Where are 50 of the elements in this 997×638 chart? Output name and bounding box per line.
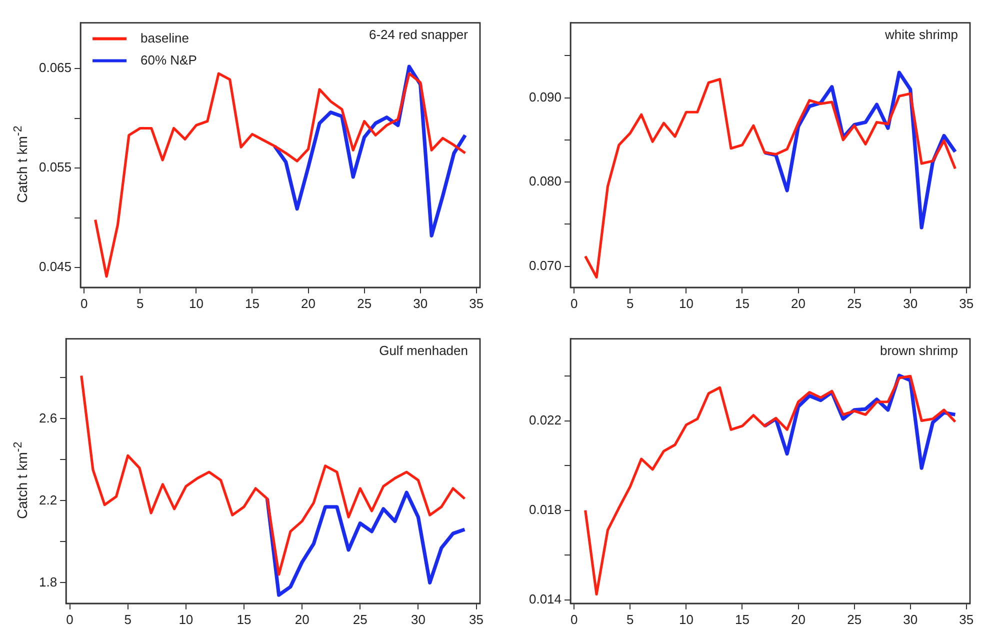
x-tick-label: 0 <box>80 295 88 310</box>
y-tick-label: 0.018 <box>528 501 562 516</box>
x-tick-label: 10 <box>178 611 194 626</box>
x-tick-label: 20 <box>791 295 806 310</box>
y-tick-label: 0.014 <box>528 590 562 606</box>
x-tick-label: 25 <box>847 611 862 626</box>
x-tick-label: 35 <box>959 295 974 310</box>
x-tick-label: 35 <box>469 611 484 626</box>
x-tick-label: 0 <box>570 295 578 310</box>
x-tick-label: 25 <box>352 611 368 626</box>
x-tick-label: 10 <box>188 295 204 310</box>
x-tick-label: 30 <box>413 295 428 310</box>
x-tick-label: 15 <box>236 611 252 626</box>
x-tick-label: 5 <box>626 295 634 310</box>
chart-title: Gulf menhaden <box>379 342 468 358</box>
y-tick-label: 0.090 <box>528 88 562 104</box>
x-tick-label: 10 <box>678 611 694 626</box>
y-tick-label: 0.080 <box>528 173 562 188</box>
x-tick-label: 30 <box>903 295 918 310</box>
legend-label: 60% N&P <box>140 52 197 67</box>
x-tick-label: 0 <box>570 611 578 626</box>
x-tick-label: 35 <box>959 611 974 626</box>
x-tick-label: 25 <box>357 295 372 310</box>
x-tick-label: 30 <box>410 611 426 626</box>
x-tick-label: 5 <box>626 611 634 626</box>
x-tick-label: 20 <box>791 611 806 626</box>
x-tick-label: 5 <box>136 295 144 310</box>
x-tick-label: 0 <box>66 611 74 626</box>
y-tick-label: 0.022 <box>528 412 562 427</box>
x-tick-label: 25 <box>847 295 862 310</box>
y-tick-label: 0.055 <box>38 159 72 174</box>
y-tick-label: 2.2 <box>38 492 58 507</box>
chart-title: 6-24 red snapper <box>368 26 469 42</box>
y-tick-label: 0.065 <box>38 60 72 75</box>
x-tick-label: 35 <box>469 295 484 310</box>
y-tick-label: 0.045 <box>38 258 72 274</box>
legend-label: baseline <box>140 30 189 45</box>
y-tick-label: 2.6 <box>38 410 58 425</box>
x-tick-label: 20 <box>301 295 316 310</box>
x-tick-label: 15 <box>735 611 750 626</box>
x-tick-label: 15 <box>735 295 750 310</box>
x-tick-label: 5 <box>124 611 132 626</box>
y-tick-label: 0.070 <box>528 257 562 272</box>
chart-title: white shrimp <box>884 26 958 42</box>
x-tick-label: 20 <box>294 611 310 626</box>
y-tick-label: 1.8 <box>38 574 58 589</box>
x-tick-label: 10 <box>678 295 694 310</box>
chart-title: brown shrimp <box>880 342 958 358</box>
x-tick-label: 30 <box>903 611 918 626</box>
x-tick-label: 15 <box>245 295 260 310</box>
